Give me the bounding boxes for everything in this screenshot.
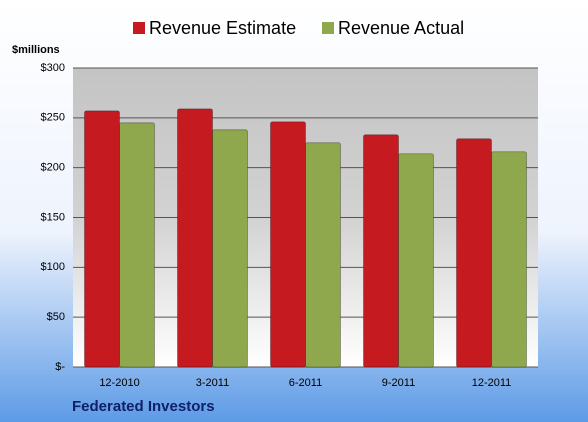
legend-label: Revenue Actual xyxy=(338,18,464,38)
legend-label: Revenue Estimate xyxy=(149,18,296,38)
y-tick-label: $100 xyxy=(41,261,65,273)
bar xyxy=(456,138,492,368)
y-tick-label: $200 xyxy=(41,162,65,174)
y-tick-label: $50 xyxy=(47,311,65,323)
bar xyxy=(177,108,213,368)
bar xyxy=(84,110,120,368)
y-tick-label: $250 xyxy=(41,112,65,124)
legend-swatch xyxy=(322,22,334,34)
legend-swatch xyxy=(133,22,145,34)
y-tick-label: $150 xyxy=(41,211,65,223)
x-tick-label: 12-2010 xyxy=(99,377,139,389)
bar xyxy=(270,121,306,368)
bar xyxy=(305,142,341,368)
bar xyxy=(363,134,399,368)
bar xyxy=(491,151,527,368)
chart-title: Federated Investors xyxy=(72,398,215,415)
x-tick-label: 9-2011 xyxy=(382,377,415,389)
y-axis-label: $millions xyxy=(12,44,60,56)
bar xyxy=(398,153,434,368)
x-tick-label: 3-2011 xyxy=(196,377,229,389)
y-tick-label: $300 xyxy=(41,62,65,74)
x-tick-label: 12-2011 xyxy=(472,377,512,389)
y-tick-label: $- xyxy=(55,361,65,373)
bar xyxy=(212,129,248,368)
bar xyxy=(119,122,155,368)
x-tick-label: 6-2011 xyxy=(289,377,322,389)
